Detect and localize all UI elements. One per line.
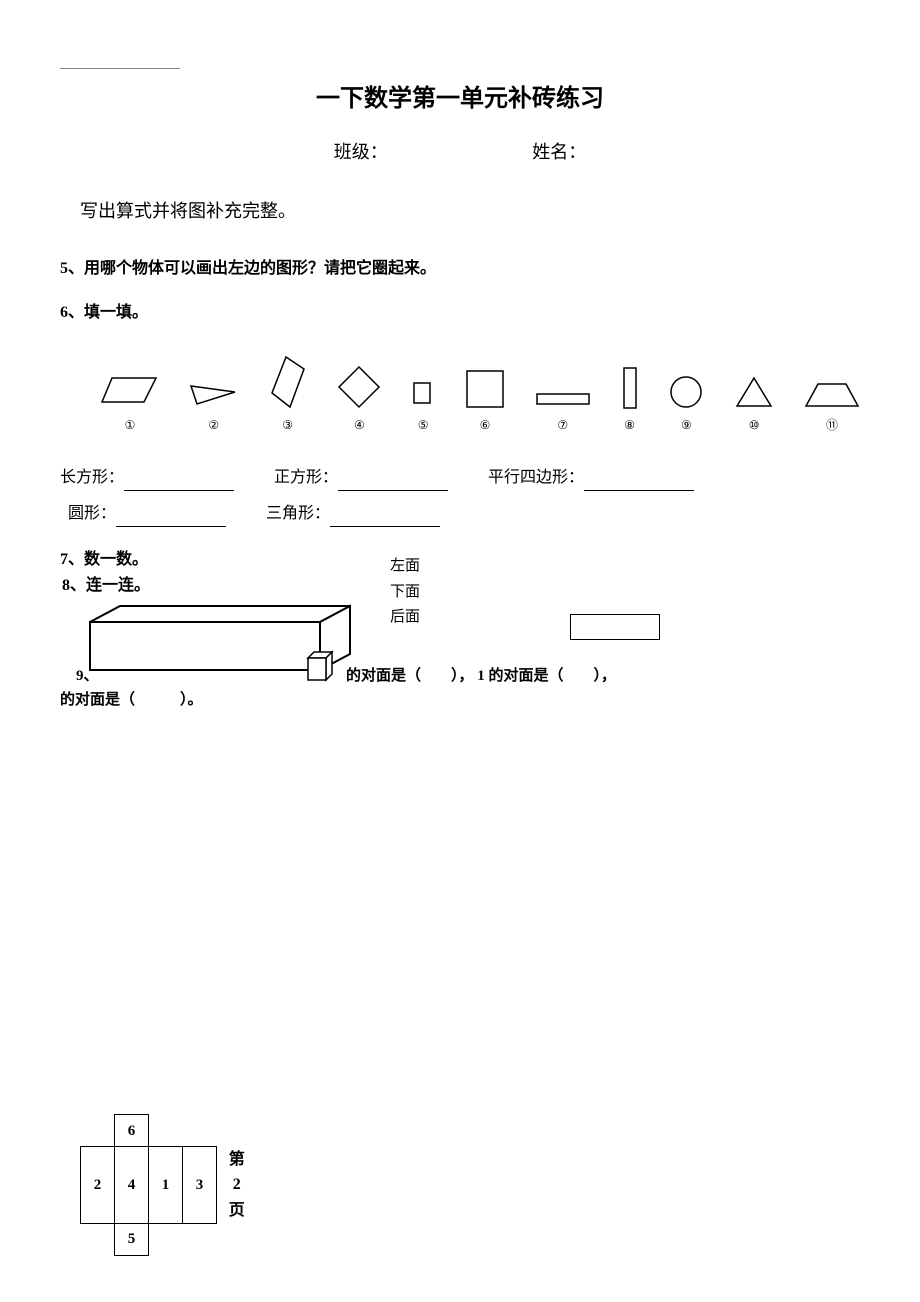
q5-num: 5、	[60, 260, 84, 277]
shape-5: ⑤	[411, 380, 435, 435]
q9-b: 1 的对面是（ ），	[477, 668, 616, 684]
shape-4: ④	[336, 364, 382, 435]
name-label: 姓名：	[532, 138, 586, 167]
face-labels: 左面 8、连一连。 下面 后面	[390, 554, 420, 631]
blanks-row-1: 长方形： 正方形： 平行四边形：	[60, 465, 860, 491]
q5-text: 用哪个物体可以画出左边的图形？请把它圈起来。	[84, 260, 436, 277]
class-label: 班级：	[334, 138, 388, 167]
shape-label: ⑦	[557, 416, 568, 435]
face-left: 左面	[390, 554, 420, 580]
shape-10: ⑩	[733, 374, 775, 435]
shape-label: ⑧	[624, 416, 635, 435]
face-bottom: 下面	[390, 580, 420, 606]
shape-label: ③	[282, 416, 293, 435]
shapes-row: ① ② ③ ④ ⑤ ⑥ ⑦ ⑧ ⑨ ⑩ ⑪	[100, 355, 860, 435]
shape-label: ⑪	[826, 416, 838, 435]
blank-tri: 三角形：	[266, 501, 440, 527]
shape-label: ①	[125, 416, 136, 435]
blanks-row-2: 圆形： 三角形：	[68, 501, 860, 527]
q9-num: 9、	[76, 668, 99, 684]
q8-num: 8、	[62, 577, 86, 594]
question-5: 5、用哪个物体可以画出左边的图形？请把它圈起来。	[60, 256, 860, 282]
shape-8: ⑧	[620, 366, 640, 435]
cube-net: 6 2 4 1 3 第 2 页 5	[80, 1114, 251, 1256]
question-9: 9、 的对面是（ ）， 1 的对面是（ ）， 的对面是（ ）。	[60, 664, 616, 712]
shape-1: ①	[100, 370, 160, 435]
q6-text: 填一填。	[84, 304, 148, 321]
shape-2: ②	[189, 380, 239, 435]
blank-square: 正方形：	[274, 465, 448, 491]
q6-num: 6、	[60, 304, 84, 321]
small-rectangle	[570, 614, 660, 640]
q8-text: 连一连。	[86, 577, 150, 594]
net-cell: 5	[115, 1223, 149, 1255]
q9-line2: 的对面是（ ）。	[60, 692, 203, 708]
net-cell: 6	[115, 1115, 149, 1147]
shape-label: ④	[354, 416, 365, 435]
question-8: 8、连一连。	[62, 572, 150, 599]
q7-text: 数一数。	[84, 551, 148, 568]
shape-7: ⑦	[535, 390, 591, 435]
question-7: 7、数一数。	[60, 547, 860, 573]
shape-3: ③	[268, 355, 308, 435]
net-cell: 4	[115, 1147, 149, 1224]
student-info: 班级： 姓名：	[60, 138, 860, 167]
shape-label: ⑩	[749, 416, 760, 435]
instruction-text: 写出算式并将图补充完整。	[80, 197, 860, 226]
shape-label: ⑨	[681, 416, 692, 435]
blank-para: 平行四边形：	[488, 465, 694, 491]
q7-num: 7、	[60, 551, 84, 568]
question-6: 6、填一填。	[60, 300, 860, 326]
shape-label: ⑥	[480, 416, 491, 435]
shape-label: ②	[208, 416, 219, 435]
net-cell: 2	[81, 1147, 115, 1224]
page-number: 第 2 页	[223, 1147, 251, 1224]
shape-label: ⑤	[418, 416, 429, 435]
net-cell: 1	[149, 1147, 183, 1224]
face-back: 后面	[390, 605, 420, 631]
page-title: 一下数学第一单元补砖练习	[60, 80, 860, 118]
net-cell: 3	[183, 1147, 217, 1224]
blank-rect: 长方形：	[60, 465, 234, 491]
shape-9: ⑨	[668, 374, 704, 435]
q9-mid: 的对面是（ ），	[346, 668, 474, 684]
q8-area: 左面 8、连一连。 下面 后面 9、 的对面是（ ）， 1 的对面是（ ）， 的…	[60, 584, 860, 734]
shape-11: ⑪	[804, 380, 860, 435]
shape-6: ⑥	[464, 368, 506, 435]
blank-circle: 圆形：	[68, 501, 226, 527]
